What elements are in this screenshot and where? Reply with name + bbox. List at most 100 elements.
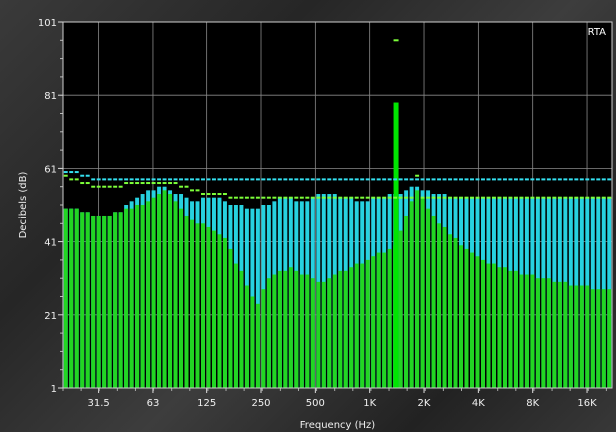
current-bar bbox=[261, 289, 266, 388]
max-hold-bar bbox=[255, 208, 260, 388]
current-bar bbox=[168, 194, 173, 388]
peak-max-marker bbox=[546, 178, 551, 181]
current-bar bbox=[272, 274, 277, 388]
peak-current-marker bbox=[102, 185, 107, 188]
current-bar bbox=[222, 237, 227, 388]
peak-current-marker bbox=[502, 196, 507, 199]
peak-current-marker bbox=[568, 196, 573, 199]
spike-bar bbox=[393, 102, 399, 389]
peak-max-marker bbox=[102, 178, 107, 181]
peak-max-marker bbox=[118, 178, 123, 181]
peak-max-marker bbox=[244, 178, 249, 181]
peak-current-marker bbox=[261, 196, 266, 199]
current-bar bbox=[524, 274, 529, 388]
peak-max-marker bbox=[491, 178, 496, 181]
current-bar bbox=[453, 237, 458, 388]
peak-max-marker bbox=[579, 178, 584, 181]
peak-current-marker bbox=[338, 196, 343, 199]
peak-max-marker bbox=[321, 178, 326, 181]
peak-current-marker bbox=[343, 196, 348, 199]
peak-max-marker bbox=[530, 178, 535, 181]
current-bar bbox=[596, 289, 601, 388]
peak-current-marker bbox=[124, 182, 129, 185]
peak-current-marker bbox=[277, 196, 282, 199]
current-bar bbox=[502, 267, 507, 388]
current-bar bbox=[371, 256, 376, 388]
peak-current-marker bbox=[563, 196, 568, 199]
x-tick-label: 125 bbox=[197, 398, 216, 409]
peak-current-marker bbox=[168, 182, 173, 185]
peak-max-marker bbox=[179, 178, 184, 181]
peak-current-marker bbox=[85, 182, 90, 185]
current-bar bbox=[195, 223, 200, 388]
peak-max-marker bbox=[233, 178, 238, 181]
peak-max-marker bbox=[563, 178, 568, 181]
peak-max-marker bbox=[404, 178, 409, 181]
peak-max-marker bbox=[168, 178, 173, 181]
y-tick-label: 81 bbox=[44, 91, 57, 102]
peak-max-marker bbox=[596, 178, 601, 181]
peak-max-marker bbox=[107, 178, 112, 181]
peak-max-marker bbox=[277, 178, 282, 181]
current-bar bbox=[69, 208, 74, 388]
peak-current-marker bbox=[574, 196, 579, 199]
peak-current-marker bbox=[409, 196, 414, 199]
current-bar bbox=[113, 212, 118, 388]
current-bar bbox=[448, 234, 453, 388]
peak-max-marker bbox=[91, 178, 96, 181]
peak-current-marker bbox=[442, 196, 447, 199]
peak-max-marker bbox=[272, 178, 277, 181]
peak-current-marker bbox=[288, 196, 293, 199]
y-tick-label: 1 bbox=[51, 384, 57, 395]
current-bar bbox=[568, 285, 573, 388]
peak-current-marker bbox=[146, 182, 151, 185]
peak-current-marker bbox=[459, 196, 464, 199]
peak-max-marker bbox=[239, 178, 244, 181]
peak-max-marker bbox=[157, 178, 162, 181]
peak-max-marker bbox=[541, 178, 546, 181]
current-bar bbox=[228, 248, 233, 388]
peak-current-marker bbox=[513, 196, 518, 199]
current-bar bbox=[266, 278, 271, 388]
peak-max-marker bbox=[250, 178, 255, 181]
current-bar bbox=[162, 190, 167, 388]
current-bar bbox=[288, 267, 293, 388]
plot-area bbox=[63, 22, 612, 388]
peak-current-marker bbox=[129, 182, 134, 185]
peak-current-marker bbox=[283, 196, 288, 199]
peak-current-marker bbox=[135, 182, 140, 185]
current-bar bbox=[530, 274, 535, 388]
peak-max-marker bbox=[135, 178, 140, 181]
x-tick-label: 63 bbox=[147, 398, 160, 409]
current-bar bbox=[574, 285, 579, 388]
peak-max-marker bbox=[266, 178, 271, 181]
peak-max-marker bbox=[475, 178, 480, 181]
peak-max-marker bbox=[151, 178, 156, 181]
peak-current-marker bbox=[190, 189, 194, 192]
current-bar bbox=[299, 274, 304, 388]
current-bar bbox=[85, 212, 90, 388]
x-tick-label: 8K bbox=[526, 398, 539, 409]
current-bar bbox=[244, 285, 249, 388]
current-bar bbox=[184, 215, 189, 388]
peak-max-marker bbox=[585, 178, 590, 181]
peak-max-marker bbox=[568, 178, 573, 181]
peak-max-marker bbox=[316, 178, 321, 181]
peak-max-marker bbox=[80, 174, 85, 177]
peak-max-marker bbox=[459, 178, 464, 181]
peak-current-marker bbox=[470, 196, 474, 199]
current-bar bbox=[135, 205, 140, 388]
peak-current-marker bbox=[140, 182, 145, 185]
current-bar bbox=[91, 215, 96, 388]
current-bar bbox=[420, 197, 425, 388]
current-bar bbox=[310, 278, 315, 388]
current-bar bbox=[376, 252, 381, 388]
peak-max-marker bbox=[442, 178, 447, 181]
peak-current-marker bbox=[607, 196, 612, 199]
peak-max-marker bbox=[481, 178, 485, 181]
current-bar bbox=[96, 215, 101, 388]
current-bar bbox=[173, 201, 178, 388]
peak-current-marker bbox=[579, 196, 584, 199]
peak-current-marker bbox=[63, 174, 68, 177]
peak-current-marker bbox=[294, 196, 299, 199]
